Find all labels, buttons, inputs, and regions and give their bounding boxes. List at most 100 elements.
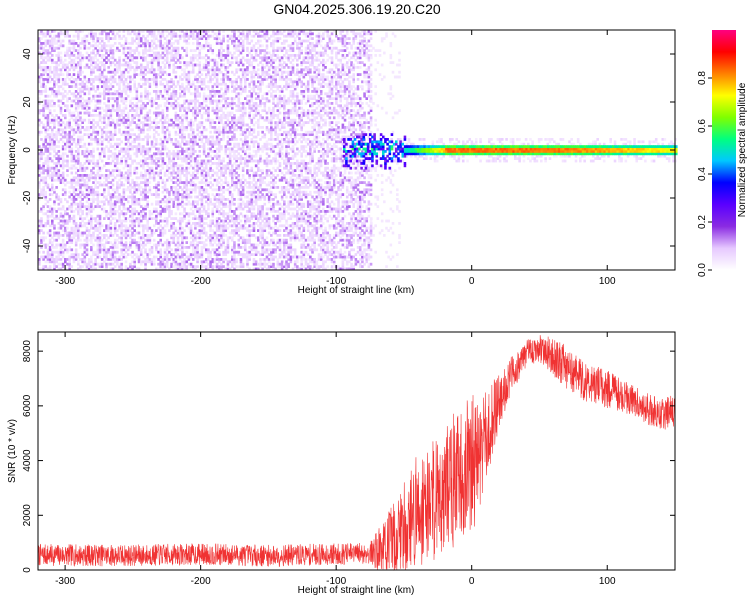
noise-cell [77,193,80,196]
noise-cell [61,147,65,151]
noise-cell [220,82,223,86]
noise-cell [148,82,152,86]
noise-cell [77,238,80,242]
noise-cell [159,219,163,223]
noise-cell [109,142,113,146]
noise-cell [163,255,167,259]
noise-cell [72,66,76,69]
noise-cell [81,85,84,88]
noise-cell [103,49,106,52]
noise-cell [142,138,145,141]
noise-cell [133,188,136,192]
noise-cell [220,238,223,242]
noise-cell [215,253,219,256]
noise-cell [209,186,212,189]
noise-cell [46,78,50,81]
noise-cell [209,234,212,237]
noise-cell [168,159,171,163]
noise-cell [111,267,115,271]
noise-cell [222,126,225,129]
noise-cell [131,193,134,196]
noise-cell [146,238,149,242]
noise-cell [72,159,76,163]
noise-cell [209,250,212,254]
noise-cell [46,214,50,218]
noise-cell [98,205,102,208]
noise-cell [51,104,54,108]
noise-cell [207,118,210,122]
noise-cell [137,99,141,103]
noise-cell [96,255,100,259]
noise-cell [100,193,104,196]
noise-cell [74,104,78,108]
noise-cell [226,90,230,93]
noise-cell [189,265,193,268]
noise-cell [81,87,84,91]
noise-cell [220,106,223,110]
noise-cell [146,258,149,261]
noise-cell [220,78,223,81]
noise-cell [215,262,219,266]
noise-cell [217,267,221,271]
noise-cell [155,202,158,206]
noise-cell [66,219,69,223]
noise-cell [178,258,182,261]
noise-cell [74,109,78,112]
noise-cell [159,253,163,256]
noise-cell [98,138,102,141]
noise-cell [168,51,171,55]
noise-cell [59,30,63,33]
noise-cell [118,205,121,208]
noise-cell [176,231,180,235]
noise-cell [124,99,128,103]
noise-cell [150,104,154,108]
noise-cell [215,200,219,204]
noise-cell [187,188,191,192]
noise-cell [105,75,108,79]
noise-cell [38,157,41,160]
noise-cell [207,80,210,84]
noise-cell [72,154,76,158]
noise-cell [224,126,228,129]
noise-cell [116,183,119,187]
noise-cell [157,150,160,153]
noise-cell [92,162,95,165]
noise-cell [159,118,163,122]
noise-cell [198,121,202,124]
noise-cell [215,102,219,105]
noise-cell [146,118,149,122]
noise-cell [178,176,182,180]
noise-cell [107,106,110,110]
noise-cell [226,135,230,139]
noise-cell [211,73,215,76]
noise-cell [231,183,234,187]
noise-cell [55,75,58,79]
noise-cell [191,145,195,148]
noise-cell [129,246,132,249]
noise-cell [181,212,184,216]
noise-cell [122,85,126,88]
noise-cell [107,217,110,220]
noise-cell [155,97,158,100]
noise-cell [94,140,97,144]
noise-cell [191,231,195,235]
noise-cell [120,162,123,165]
noise-cell [233,152,236,156]
noise-cell [59,85,63,88]
noise-cell [161,30,165,33]
noise-cell [142,54,145,57]
noise-cell [194,176,197,180]
noise-cell [107,200,110,204]
noise-cell [96,142,100,146]
noise-cell [226,44,230,48]
noise-cell [233,224,236,228]
noise-cell [209,164,212,168]
noise-cell [87,234,91,237]
noise-cell [198,126,202,129]
noise-cell [120,234,123,237]
noise-cell [120,147,123,151]
noise-cell [187,63,191,67]
noise-cell [64,243,67,247]
noise-cell [231,258,234,261]
noise-cell [231,56,234,60]
